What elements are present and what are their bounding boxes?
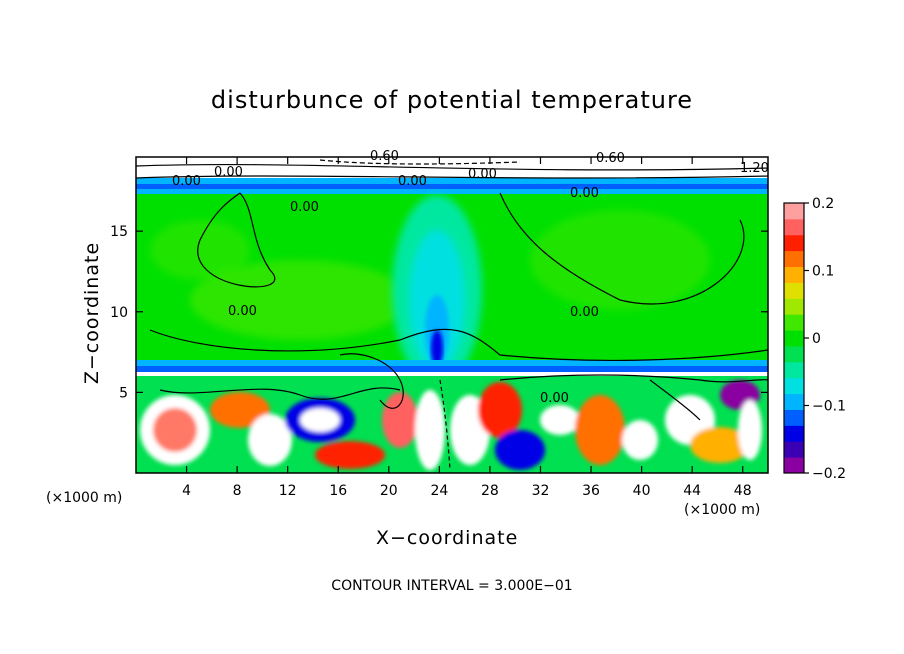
colorbar-segment — [784, 314, 804, 331]
colorbar-segment — [784, 441, 804, 458]
colorbar-segment — [784, 361, 804, 379]
contour-label: 0.00 — [540, 391, 569, 406]
colorbar-tick-label: −0.2 — [812, 466, 846, 482]
contour-label: 0.00 — [214, 165, 243, 180]
x-tick-label: 32 — [532, 483, 550, 499]
colorbar-tick-label: −0.1 — [812, 399, 846, 415]
colorbar-segment — [784, 234, 804, 252]
colorbar-segment — [784, 282, 804, 299]
colorbar-segment — [784, 393, 804, 410]
contour-interval-note: CONTOUR INTERVAL = 3.000E−01 — [331, 578, 573, 594]
x-tick-label: 40 — [633, 483, 651, 499]
x-tick-label: 16 — [329, 483, 347, 499]
x-tick-label: 20 — [380, 483, 398, 499]
x-tick-label: 36 — [582, 483, 600, 499]
colorbar-segment — [784, 425, 804, 442]
colorbar-segment — [784, 377, 804, 395]
colorbar-segment — [784, 266, 804, 283]
x-tick-label: 8 — [233, 483, 242, 499]
heatmap-field — [136, 157, 768, 473]
colorbar-segment — [784, 330, 804, 347]
colorbar-segment — [784, 345, 804, 363]
x-tick-label: 24 — [430, 483, 448, 499]
x-tick-label: 4 — [182, 483, 191, 499]
y-tick-label: 10 — [110, 305, 128, 321]
x-axis-label: X−coordinate — [376, 527, 519, 549]
x-unit-right: (×1000 m) — [684, 502, 761, 518]
colorbar-segment — [784, 457, 804, 474]
contour-label: 0.00 — [570, 305, 599, 320]
colorbar-segment — [784, 250, 804, 268]
x-tick-label: 28 — [481, 483, 499, 499]
colorbar-segment — [784, 409, 804, 426]
colorbar: 0.2 0.1 0 −0.1 −0.2 — [783, 196, 846, 482]
colorbar-segment — [784, 218, 804, 236]
colorbar-tick-label: 0.1 — [812, 264, 834, 280]
contour-label: 1.20 — [740, 161, 769, 176]
plot-frame — [135, 156, 769, 474]
chart-title: disturbunce of potential temperature — [210, 86, 694, 114]
colorbar-tick-label: 0 — [812, 331, 821, 347]
contour-label: 0.60 — [596, 151, 625, 166]
contour-label: 0.00 — [290, 200, 319, 215]
contour-label: 0.00 — [398, 174, 427, 189]
colorbar-segment — [784, 298, 804, 315]
y-tick-label: 5 — [119, 385, 128, 401]
contour-label: 0.00 — [468, 167, 497, 182]
contour-label: 0.00 — [172, 174, 201, 189]
contour-label: 0.60 — [370, 149, 399, 164]
colorbar-tick-label: 0.2 — [812, 196, 834, 212]
x-tick-label: 48 — [734, 483, 752, 499]
cool-band — [136, 360, 768, 370]
contour-label: 0.00 — [228, 304, 257, 319]
contour-label: 0.00 — [570, 186, 599, 201]
y-tick-label: 15 — [110, 224, 128, 240]
y-axis-label: Z−coordinate — [81, 241, 103, 385]
contour-labels: 0.00 0.00 0.60 0.60 0.00 1.20 0.00 0.00 0.00 0.00… — [172, 149, 769, 406]
x-tick-label: 12 — [279, 483, 297, 499]
x-unit-left: (×1000 m) — [46, 490, 123, 506]
colorbar-segment — [784, 203, 804, 220]
x-tick-label: 44 — [683, 483, 701, 499]
y-axis: 5 10 15 — [110, 224, 768, 401]
x-axis: 4 8 12 16 20 24 28 32 36 40 44 48 — [182, 157, 752, 499]
contour-lines — [136, 159, 768, 471]
